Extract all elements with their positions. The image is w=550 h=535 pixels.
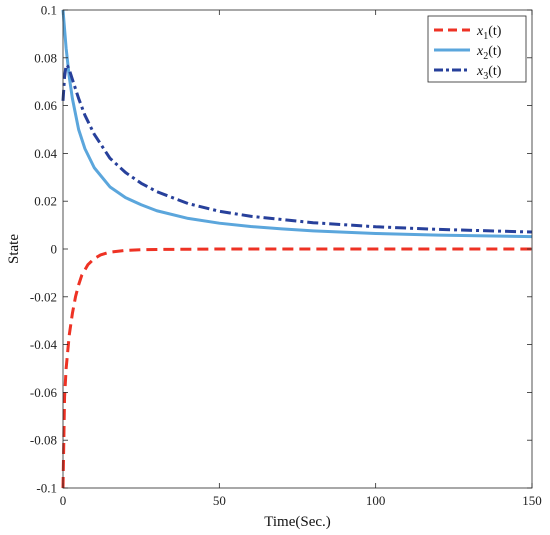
- ticks-layer: 0 50 100 150 -0.1 -0.08 -0.06 -0.04 -0.02 0 0.02 0.…: [30, 3, 542, 509]
- y-tick-label: -0.04: [30, 337, 58, 352]
- plot-frame: [62, 9, 533, 489]
- y-tick-label: 0.1: [41, 3, 57, 18]
- x-tick-label: 50: [213, 493, 226, 508]
- y-tick-label: 0.08: [34, 50, 57, 65]
- legend-label-2: x2(t): [476, 44, 502, 62]
- y-tick-label: 0.02: [34, 194, 57, 209]
- y-tick-label: -0.1: [36, 481, 57, 496]
- y-tick-label: 0.04: [34, 146, 57, 161]
- x-tick-label: 0: [60, 493, 67, 508]
- y-tick-label: -0.08: [30, 433, 57, 448]
- x-axis-title: Time(Sec.): [264, 514, 331, 530]
- y-tick-label: 0: [51, 242, 58, 257]
- series-line-2: [61, 9, 533, 239]
- x-tick-label: 150: [522, 493, 542, 508]
- y-tick-label: -0.02: [30, 289, 57, 304]
- y-tick-label: 0.06: [34, 98, 57, 113]
- legend-label-3: x3(t): [476, 64, 502, 82]
- x-tick-label: 100: [366, 493, 386, 508]
- legend-label-1: x1(t): [476, 24, 502, 42]
- y-tick-label: -0.06: [30, 385, 58, 400]
- y-axis-title: State: [6, 234, 22, 264]
- series-line-1: [61, 247, 532, 489]
- series-line-3: [61, 63, 533, 234]
- series-layer: [61, 9, 533, 489]
- legend: x1(t) x2(t) x3(t): [427, 15, 527, 83]
